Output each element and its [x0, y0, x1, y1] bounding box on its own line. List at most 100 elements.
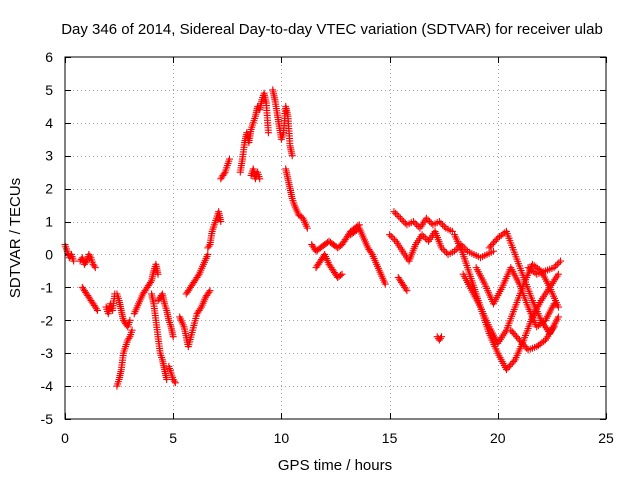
data-point — [367, 249, 375, 257]
data-point — [552, 262, 560, 270]
data-point — [437, 219, 445, 227]
x-tick-label: 25 — [598, 430, 614, 446]
data-point — [550, 323, 558, 331]
data-point — [402, 285, 410, 293]
data-point — [392, 209, 400, 217]
data-point — [220, 170, 228, 178]
data-point — [553, 260, 561, 268]
data-point — [163, 376, 171, 384]
data-point — [256, 175, 264, 183]
data-point — [422, 214, 430, 222]
data-point — [438, 244, 446, 252]
data-point — [451, 247, 459, 255]
data-point — [554, 303, 562, 311]
data-point — [507, 326, 515, 334]
data-point — [439, 221, 447, 229]
y-tick-labels: -5 -4 -3 -2 -1 0 1 2 3 4 5 6 — [41, 49, 54, 427]
data-point — [413, 221, 421, 229]
data-point — [420, 232, 428, 240]
data-point — [426, 218, 434, 226]
data-point — [264, 129, 272, 137]
data-point — [90, 262, 98, 270]
data-point — [393, 211, 401, 219]
data-point — [513, 333, 521, 341]
x-tick-label: 15 — [382, 430, 398, 446]
data-point — [205, 288, 213, 296]
data-point — [489, 239, 497, 247]
data-point — [381, 280, 389, 288]
data-point — [508, 328, 516, 336]
data-point — [170, 377, 178, 385]
data-point — [225, 155, 233, 163]
data-point — [389, 234, 397, 242]
y-axis-label: SDTVAR / TECUs — [7, 178, 24, 298]
data-point — [511, 331, 519, 339]
data-point — [204, 250, 212, 258]
plot-frame — [64, 56, 607, 420]
data-point — [489, 247, 497, 255]
data-point — [411, 219, 419, 227]
data-point — [128, 326, 136, 334]
data-point — [439, 246, 447, 254]
x-tick-label: 10 — [274, 430, 290, 446]
data-point — [409, 218, 417, 226]
data-point — [206, 287, 214, 295]
data-point — [520, 341, 528, 349]
data-point — [515, 336, 523, 344]
x-tick-label: 5 — [169, 430, 177, 446]
data-point — [514, 334, 522, 342]
data-point — [550, 264, 558, 272]
data-point — [288, 152, 296, 160]
data-point — [205, 242, 213, 250]
data-point — [82, 259, 90, 267]
y-tick-label: 4 — [45, 115, 53, 131]
data-point — [196, 305, 204, 313]
data-point — [438, 333, 446, 341]
x-tick-labels: 0 5 10 15 20 25 — [61, 430, 614, 446]
x-axis-label: GPS time / hours — [278, 457, 392, 474]
data-point — [485, 244, 493, 252]
y-tick-label: 3 — [45, 148, 53, 164]
data-point — [390, 208, 398, 216]
data-point — [487, 242, 495, 250]
data-point — [171, 379, 179, 387]
data-point — [398, 216, 406, 224]
data-point — [504, 364, 512, 372]
y-tick-label: -4 — [41, 378, 54, 394]
data-point — [125, 334, 133, 342]
data-point — [387, 232, 395, 240]
y-tick-label: 0 — [45, 246, 53, 262]
data-point — [418, 231, 426, 239]
data-point — [557, 257, 565, 265]
data-point — [146, 278, 154, 286]
data-point — [395, 213, 403, 221]
data-point — [540, 337, 548, 345]
y-tick-label: -2 — [41, 312, 54, 328]
y-tick-label: 1 — [45, 214, 53, 230]
data-point — [126, 316, 134, 324]
data-point — [396, 214, 404, 222]
x-tick-label: 20 — [490, 430, 506, 446]
data-point — [92, 305, 100, 313]
data-point — [70, 257, 78, 265]
data-point — [436, 334, 444, 342]
x-tick-label: 0 — [61, 430, 69, 446]
data-point — [441, 247, 449, 255]
data-point — [554, 270, 562, 278]
data-points — [61, 86, 565, 390]
y-tick-label: 6 — [45, 49, 53, 65]
data-point — [86, 252, 94, 260]
data-point — [510, 329, 518, 337]
data-point — [303, 224, 311, 232]
data-point — [400, 218, 408, 226]
chart-title: Day 346 of 2014, Sidereal Day-to-day VTE… — [61, 21, 603, 38]
data-point — [502, 366, 510, 374]
data-point — [169, 333, 177, 341]
data-point — [338, 270, 346, 278]
y-tick-label: -1 — [41, 279, 54, 295]
data-point — [217, 218, 225, 226]
data-point — [93, 306, 101, 314]
data-point — [440, 222, 448, 230]
